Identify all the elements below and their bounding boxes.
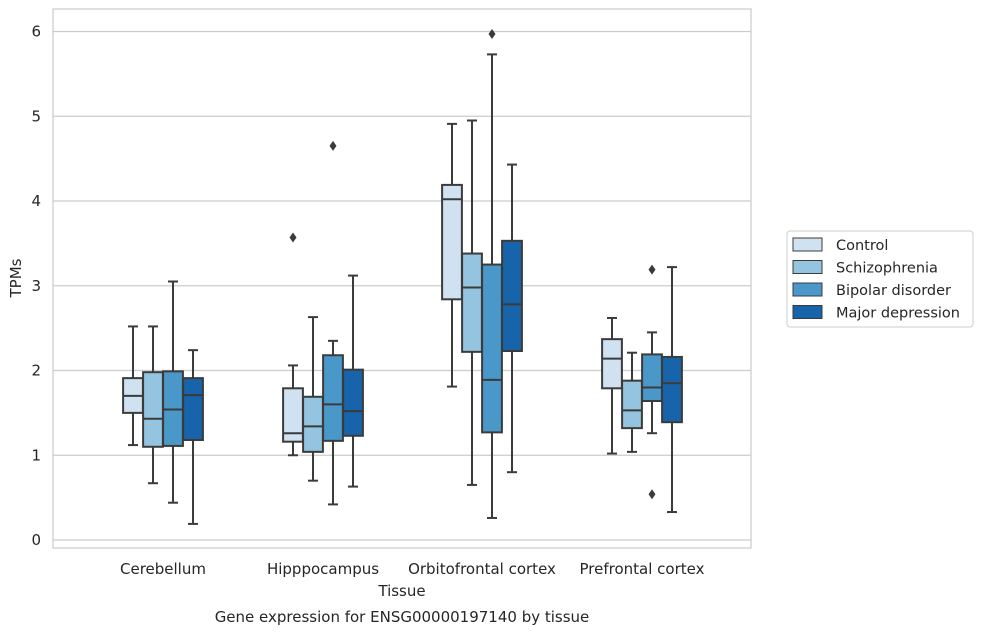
box-group — [162, 280, 184, 504]
outlier-point — [329, 140, 337, 151]
box-group — [641, 264, 663, 500]
outlier-point — [648, 264, 656, 275]
gridlines — [53, 30, 751, 541]
box-iqr — [342, 368, 364, 437]
box-group — [501, 163, 523, 474]
y-tick-label: 2 — [31, 362, 41, 380]
outlier-point — [488, 29, 496, 40]
x-axis-label: Tissue — [377, 582, 425, 600]
box-iqr — [481, 263, 503, 434]
legend-swatch — [792, 282, 823, 297]
box-group — [661, 266, 683, 514]
legend-label: Schizophrenia — [836, 261, 938, 277]
box-iqr — [601, 338, 623, 390]
box-marks — [122, 29, 683, 525]
legend-label: Bipolar disorder — [836, 283, 951, 299]
box-group — [342, 274, 364, 488]
legend-items: Control Schizophrenia Bipolar disorder Majo… — [792, 237, 960, 322]
legend: Control Schizophrenia Bipolar disorder Majo… — [786, 230, 974, 328]
box-group — [441, 122, 463, 388]
legend-swatch — [792, 237, 823, 252]
box-iqr — [441, 183, 463, 301]
legend-label: Major depression — [836, 306, 960, 322]
y-tick-label: 4 — [31, 192, 41, 210]
x-tick-label: Prefrontal cortex — [580, 560, 705, 578]
y-tick-label: 6 — [31, 23, 41, 41]
y-tick-label: 5 — [31, 107, 41, 125]
y-tick-label: 1 — [31, 446, 41, 464]
box-iqr — [661, 355, 683, 424]
y-axis-ticks: 0 1 2 3 4 5 6 — [31, 23, 41, 550]
x-tick-label: Cerebellum — [120, 560, 206, 578]
box-iqr — [142, 371, 164, 448]
box-iqr — [501, 239, 523, 353]
chart-caption: Gene expression for ENSG00000197140 by t… — [215, 608, 590, 626]
box-group — [122, 325, 144, 447]
legend-swatch — [792, 305, 823, 319]
box-group — [282, 232, 304, 457]
box-iqr — [322, 354, 344, 442]
box-group — [302, 316, 324, 482]
outlier-point — [648, 489, 656, 500]
x-axis-ticks: Cerebellum Hipppocampus Orbitofrontal cort… — [120, 560, 705, 578]
y-axis-label: TPMs — [7, 258, 25, 298]
box-group — [182, 349, 204, 525]
legend-label: Control — [836, 238, 888, 254]
y-tick-label: 0 — [31, 531, 41, 549]
legend-swatch — [792, 260, 823, 274]
box-group — [601, 316, 623, 455]
x-tick-label: Orbitofrontal cortex — [408, 560, 556, 578]
box-group — [322, 140, 344, 506]
box-group — [461, 119, 483, 486]
box-group — [142, 325, 164, 485]
box-iqr — [182, 377, 204, 441]
legend-frame — [786, 230, 974, 328]
box-iqr — [461, 252, 483, 353]
box-group — [621, 351, 643, 453]
box-iqr — [302, 395, 324, 453]
y-tick-label: 3 — [31, 277, 41, 295]
box-iqr — [641, 353, 663, 403]
box-group — [481, 29, 503, 519]
box-iqr — [621, 379, 643, 430]
outlier-point — [289, 232, 297, 243]
x-tick-label: Hipppocampus — [267, 560, 379, 578]
plot-area-frame — [52, 8, 752, 549]
